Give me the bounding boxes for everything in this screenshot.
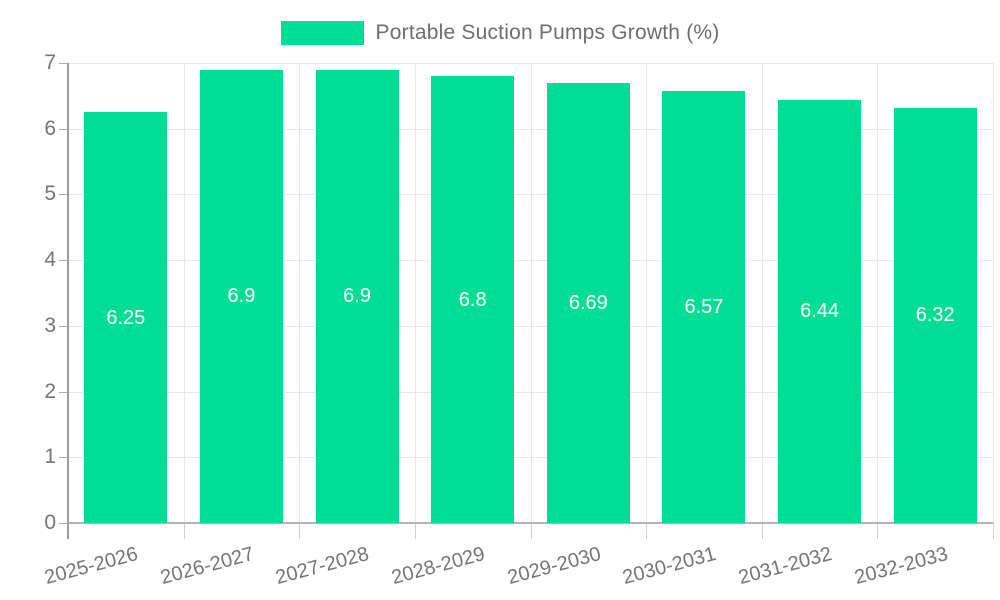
- x-gridline: [993, 63, 994, 523]
- y-axis-tick: [59, 128, 68, 130]
- bar-value-label: 6.25: [106, 306, 146, 329]
- x-axis-tick: [299, 523, 301, 539]
- x-gridline: [646, 63, 648, 523]
- bar[interactable]: [662, 91, 746, 523]
- x-axis-label: 2030-2031: [620, 543, 719, 590]
- bar-value-label: 6.57: [684, 296, 724, 319]
- y-axis-label: 0: [44, 511, 56, 534]
- x-axis-tick: [761, 523, 763, 539]
- y-axis-label: 5: [44, 182, 56, 206]
- x-gridline: [761, 63, 763, 523]
- bar[interactable]: [199, 69, 283, 523]
- bar[interactable]: [431, 76, 515, 523]
- x-axis-tick: [877, 523, 879, 539]
- y-axis-label: 1: [44, 445, 56, 469]
- x-axis-tick: [183, 523, 185, 539]
- y-axis-label: 7: [44, 51, 56, 74]
- x-gridline: [414, 63, 416, 523]
- y-axis-tick: [59, 63, 68, 64]
- bar-value-label: 6.9: [227, 285, 256, 308]
- y-axis-tick: [59, 260, 68, 262]
- x-axis-label: 2031-2032: [736, 543, 835, 590]
- x-gridline: [877, 63, 879, 523]
- x-axis-label: 2026-2027: [158, 543, 257, 590]
- legend[interactable]: Portable Suction Pumps Growth (%): [0, 21, 1000, 45]
- x-axis-tick: [530, 523, 532, 539]
- bar[interactable]: [315, 69, 399, 523]
- x-axis-label: 2032-2033: [851, 543, 950, 590]
- bar-value-label: 6.44: [800, 300, 840, 323]
- y-axis-tick: [59, 523, 68, 524]
- bar[interactable]: [546, 83, 630, 523]
- y-axis-label: 4: [44, 248, 56, 272]
- y-axis-line: [67, 63, 69, 539]
- y-axis-label: 6: [44, 116, 56, 140]
- x-axis-tick: [414, 523, 416, 539]
- bar[interactable]: [778, 99, 862, 523]
- bar[interactable]: [893, 107, 977, 523]
- y-axis-label: 3: [44, 313, 56, 337]
- x-gridline: [530, 63, 532, 523]
- legend-label: Portable Suction Pumps Growth (%): [375, 21, 720, 44]
- y-axis-tick: [59, 194, 68, 196]
- bar-value-label: 6.32: [915, 304, 955, 327]
- bar-value-label: 6.9: [343, 285, 371, 308]
- bar[interactable]: [84, 112, 168, 523]
- x-axis-label: 2027-2028: [273, 543, 372, 590]
- y-axis-tick: [59, 457, 68, 459]
- bar-value-label: 6.8: [458, 288, 487, 311]
- x-gridline: [299, 63, 301, 523]
- x-axis-tick: [646, 523, 648, 539]
- legend-swatch: [280, 21, 364, 45]
- x-axis-line: [68, 522, 993, 524]
- x-axis-label: 2028-2029: [389, 543, 488, 590]
- y-axis-label: 2: [44, 379, 56, 403]
- x-axis-tick: [993, 523, 994, 539]
- bar-value-label: 6.69: [568, 292, 608, 315]
- x-gridline: [183, 63, 185, 523]
- x-axis-label: 2029-2030: [504, 543, 604, 590]
- y-axis-tick: [59, 325, 68, 327]
- x-axis-label: 2025-2026: [42, 543, 141, 590]
- y-axis-tick: [59, 391, 68, 393]
